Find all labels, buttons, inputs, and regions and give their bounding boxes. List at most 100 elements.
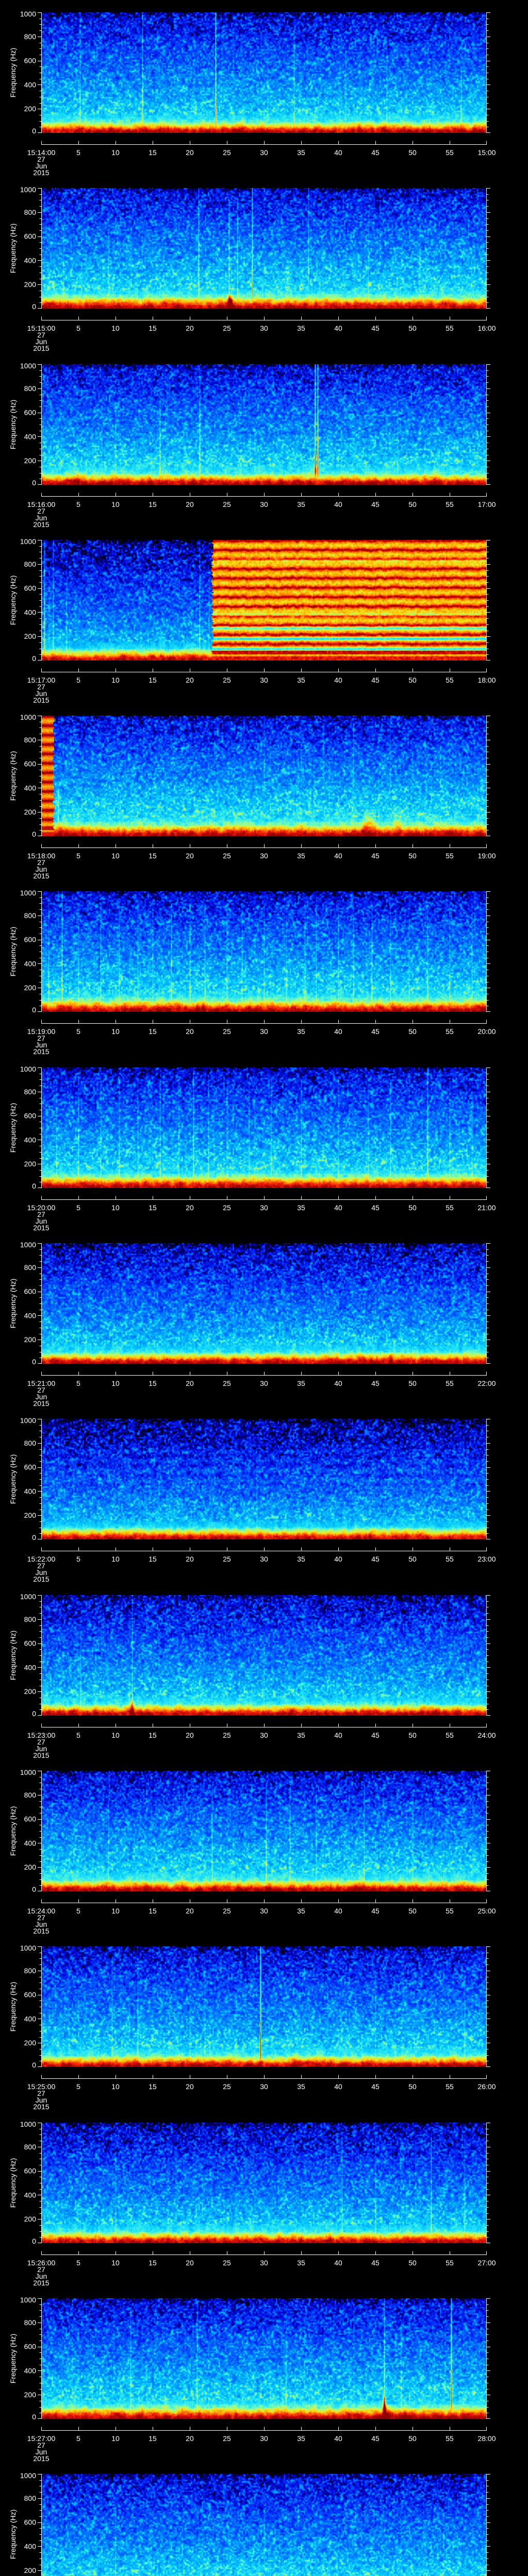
svg-text:35: 35 bbox=[297, 1907, 305, 1915]
svg-text:5: 5 bbox=[76, 1555, 80, 1563]
svg-text:20: 20 bbox=[186, 2259, 194, 2267]
svg-text:200: 200 bbox=[24, 1511, 37, 1519]
svg-text:400: 400 bbox=[24, 608, 37, 616]
svg-text:1000: 1000 bbox=[20, 1768, 36, 1776]
svg-text:30: 30 bbox=[260, 2259, 268, 2267]
svg-text:25: 25 bbox=[223, 676, 231, 684]
svg-text:20: 20 bbox=[186, 324, 194, 332]
svg-text:600: 600 bbox=[24, 584, 37, 592]
svg-text:45: 45 bbox=[371, 1027, 380, 1036]
svg-text:1000: 1000 bbox=[20, 362, 36, 370]
svg-text:2015: 2015 bbox=[33, 2454, 49, 2463]
svg-text:30: 30 bbox=[260, 676, 268, 684]
svg-text:800: 800 bbox=[24, 1967, 37, 1975]
svg-text:800: 800 bbox=[24, 2143, 37, 2151]
svg-text:2015: 2015 bbox=[33, 168, 49, 177]
svg-text:800: 800 bbox=[24, 911, 37, 920]
svg-text:40: 40 bbox=[334, 676, 342, 684]
svg-text:400: 400 bbox=[24, 80, 37, 89]
svg-text:25: 25 bbox=[223, 1555, 231, 1563]
svg-text:50: 50 bbox=[408, 2434, 417, 2443]
svg-text:35: 35 bbox=[297, 852, 305, 860]
svg-text:0: 0 bbox=[32, 1006, 36, 1014]
svg-text:2015: 2015 bbox=[33, 872, 49, 880]
svg-text:55: 55 bbox=[446, 500, 454, 509]
svg-text:Frequency (Hz): Frequency (Hz) bbox=[9, 2158, 17, 2208]
svg-text:45: 45 bbox=[371, 1204, 380, 1212]
svg-text:27: 27 bbox=[37, 2441, 45, 2449]
svg-text:15: 15 bbox=[148, 1204, 157, 1212]
svg-text:200: 200 bbox=[24, 1335, 37, 1344]
svg-text:15: 15 bbox=[148, 2434, 157, 2443]
svg-text:27: 27 bbox=[37, 331, 45, 339]
svg-text:45: 45 bbox=[371, 2082, 380, 2091]
svg-text:25: 25 bbox=[223, 500, 231, 509]
svg-text:15: 15 bbox=[148, 1555, 157, 1563]
svg-text:Frequency (Hz): Frequency (Hz) bbox=[9, 1454, 17, 1504]
svg-text:200: 200 bbox=[24, 2566, 37, 2574]
svg-text:15: 15 bbox=[148, 324, 157, 332]
svg-text:5: 5 bbox=[76, 1907, 80, 1915]
svg-text:10: 10 bbox=[111, 1907, 120, 1915]
svg-text:15: 15 bbox=[148, 1379, 157, 1387]
svg-text:2015: 2015 bbox=[33, 1399, 49, 1408]
svg-text:40: 40 bbox=[334, 852, 342, 860]
svg-text:50: 50 bbox=[408, 1027, 417, 1036]
svg-text:Jun: Jun bbox=[36, 1568, 47, 1577]
svg-text:800: 800 bbox=[24, 2494, 37, 2502]
svg-text:200: 200 bbox=[24, 1863, 37, 1871]
svg-text:2015: 2015 bbox=[33, 1224, 49, 1232]
svg-text:800: 800 bbox=[24, 560, 37, 568]
svg-text:1000: 1000 bbox=[20, 10, 36, 18]
svg-text:30: 30 bbox=[260, 1907, 268, 1915]
svg-text:40: 40 bbox=[334, 324, 342, 332]
svg-text:10: 10 bbox=[111, 500, 120, 509]
svg-text:1000: 1000 bbox=[20, 1944, 36, 1952]
svg-text:15: 15 bbox=[148, 1731, 157, 1739]
svg-text:0: 0 bbox=[32, 479, 36, 487]
svg-text:15:00: 15:00 bbox=[477, 148, 496, 157]
svg-text:Frequency (Hz): Frequency (Hz) bbox=[9, 1982, 17, 2031]
svg-text:55: 55 bbox=[446, 2259, 454, 2267]
svg-text:2015: 2015 bbox=[33, 1575, 49, 1583]
svg-text:15:20:00: 15:20:00 bbox=[27, 1204, 56, 1212]
svg-text:0: 0 bbox=[32, 830, 36, 838]
svg-text:400: 400 bbox=[24, 2366, 37, 2375]
svg-text:50: 50 bbox=[408, 852, 417, 860]
svg-text:50: 50 bbox=[408, 1907, 417, 1915]
svg-text:600: 600 bbox=[24, 1991, 37, 1999]
svg-text:1000: 1000 bbox=[20, 2471, 36, 2480]
svg-text:10: 10 bbox=[111, 1027, 120, 1036]
svg-text:Jun: Jun bbox=[36, 1744, 47, 1753]
svg-text:20: 20 bbox=[186, 1555, 194, 1563]
svg-text:1000: 1000 bbox=[20, 1065, 36, 1073]
svg-text:0: 0 bbox=[32, 127, 36, 135]
svg-text:Jun: Jun bbox=[36, 865, 47, 873]
svg-text:15:16:00: 15:16:00 bbox=[27, 500, 56, 509]
svg-text:10: 10 bbox=[111, 1731, 120, 1739]
svg-text:15: 15 bbox=[148, 2259, 157, 2267]
svg-text:400: 400 bbox=[24, 1839, 37, 1847]
svg-text:10: 10 bbox=[111, 2434, 120, 2443]
svg-text:600: 600 bbox=[24, 57, 37, 65]
svg-text:20: 20 bbox=[186, 500, 194, 509]
svg-text:Jun: Jun bbox=[36, 162, 47, 170]
svg-text:15:23:00: 15:23:00 bbox=[27, 1731, 56, 1739]
svg-text:800: 800 bbox=[24, 384, 37, 393]
svg-text:55: 55 bbox=[446, 1555, 454, 1563]
svg-text:55: 55 bbox=[446, 1204, 454, 1212]
svg-text:27: 27 bbox=[37, 1034, 45, 1042]
svg-text:10: 10 bbox=[111, 1555, 120, 1563]
svg-text:Jun: Jun bbox=[36, 1920, 47, 1928]
svg-text:40: 40 bbox=[334, 1379, 342, 1387]
svg-text:15:21:00: 15:21:00 bbox=[27, 1379, 56, 1387]
svg-text:0: 0 bbox=[32, 302, 36, 311]
svg-text:50: 50 bbox=[408, 2259, 417, 2267]
svg-text:200: 200 bbox=[24, 2215, 37, 2223]
svg-text:25: 25 bbox=[223, 148, 231, 157]
svg-text:30: 30 bbox=[260, 2082, 268, 2091]
svg-text:10: 10 bbox=[111, 1204, 120, 1212]
svg-text:27: 27 bbox=[37, 1913, 45, 1922]
svg-text:5: 5 bbox=[76, 1204, 80, 1212]
svg-text:20: 20 bbox=[186, 852, 194, 860]
